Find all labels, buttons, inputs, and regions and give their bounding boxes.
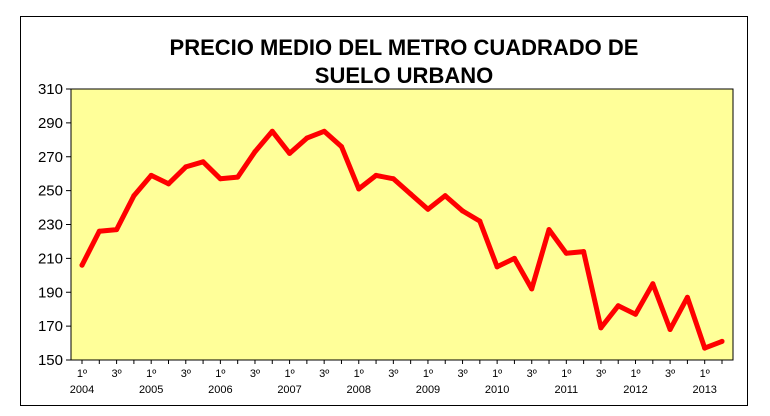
chart-title-line-1: PRECIO MEDIO DEL METRO CUADRADO DE [170,35,639,60]
data-point [615,303,621,309]
y-tick-label: 170 [38,318,63,335]
y-tick-label: 190 [38,284,63,301]
line-chart: PRECIO MEDIO DEL METRO CUADRADO DE SUELO… [38,35,734,396]
data-point [546,227,552,233]
data-point [269,128,275,134]
data-point [114,227,120,233]
y-tick-label: 150 [38,352,63,369]
data-point [200,159,206,165]
data-point [356,186,362,192]
y-tick-label: 310 [38,81,63,98]
y-tick-label: 290 [38,115,63,132]
data-point [581,249,587,255]
x-tick-year-label: 2005 [139,384,163,396]
data-point [96,228,102,234]
x-axis: 1º 2004 3º 1º 2005 3º 1º 2006 3º 1º 2007 3º 1º 2008 3º… [70,360,723,396]
chart-title-line-2: SUELO URBANO [315,63,493,88]
x-tick-year-label: 2009 [416,384,440,396]
data-point [667,327,673,333]
x-tick-quarter-label: 1º [423,368,433,380]
x-tick-year-label: 2006 [208,384,232,396]
x-tick-year-label: 2010 [485,384,509,396]
data-point [148,172,154,178]
data-point [529,286,535,292]
data-point [511,255,517,261]
data-point [425,206,431,212]
y-tick-label: 250 [38,183,63,200]
data-point [494,264,500,270]
data-point [235,174,241,180]
x-tick-quarter-label: 3º [319,368,329,380]
x-tick-quarter-label: 1º [215,368,225,380]
data-point [131,193,137,199]
y-tick-label: 270 [38,149,63,166]
x-tick-quarter-label: 3º [181,368,191,380]
data-point [373,172,379,178]
x-tick-quarter-label: 3º [250,368,260,380]
x-tick-quarter-label: 1º [77,368,87,380]
data-point [442,193,448,199]
data-point [650,281,656,287]
x-tick-year-label: 2008 [347,384,371,396]
data-point [460,208,466,214]
x-tick-quarter-label: 1º [700,368,710,380]
data-point [252,149,258,155]
data-point [408,191,414,197]
y-axis: 150 170 190 210 230 250 270 290 310 [38,81,71,369]
data-point [598,325,604,331]
x-tick-year-label: 2013 [692,384,716,396]
x-tick-quarter-label: 1º [492,368,502,380]
x-tick-year-label: 2012 [623,384,647,396]
y-tick-label: 230 [38,217,63,234]
data-point [719,338,725,344]
data-point [287,150,293,156]
data-point [390,176,396,182]
data-point [633,311,639,317]
data-point [338,144,344,150]
chart-frame: PRECIO MEDIO DEL METRO CUADRADO DE SUELO… [20,16,748,406]
x-tick-quarter-label: 1º [146,368,156,380]
x-tick-quarter-label: 3º [112,368,122,380]
x-tick-quarter-label: 1º [630,368,640,380]
data-point [563,250,569,256]
data-point [321,128,327,134]
x-tick-year-label: 2007 [277,384,301,396]
x-tick-year-label: 2004 [70,384,94,396]
y-tick-label: 210 [38,250,63,267]
x-tick-quarter-label: 3º [457,368,467,380]
x-tick-year-label: 2011 [554,384,578,396]
series-line [79,128,725,351]
data-point [304,135,310,141]
data-point [477,218,483,224]
x-tick-quarter-label: 1º [284,368,294,380]
data-point [702,345,708,351]
x-tick-quarter-label: 3º [527,368,537,380]
series-layer [79,128,725,351]
x-tick-quarter-label: 3º [388,368,398,380]
x-tick-quarter-label: 3º [665,368,675,380]
data-point [165,181,171,187]
plot-area [70,88,734,361]
data-point [217,176,223,182]
data-point [79,262,85,268]
data-point [684,294,690,300]
x-tick-quarter-label: 1º [561,368,571,380]
x-tick-quarter-label: 1º [354,368,364,380]
data-point [183,164,189,170]
x-tick-quarter-label: 3º [596,368,606,380]
